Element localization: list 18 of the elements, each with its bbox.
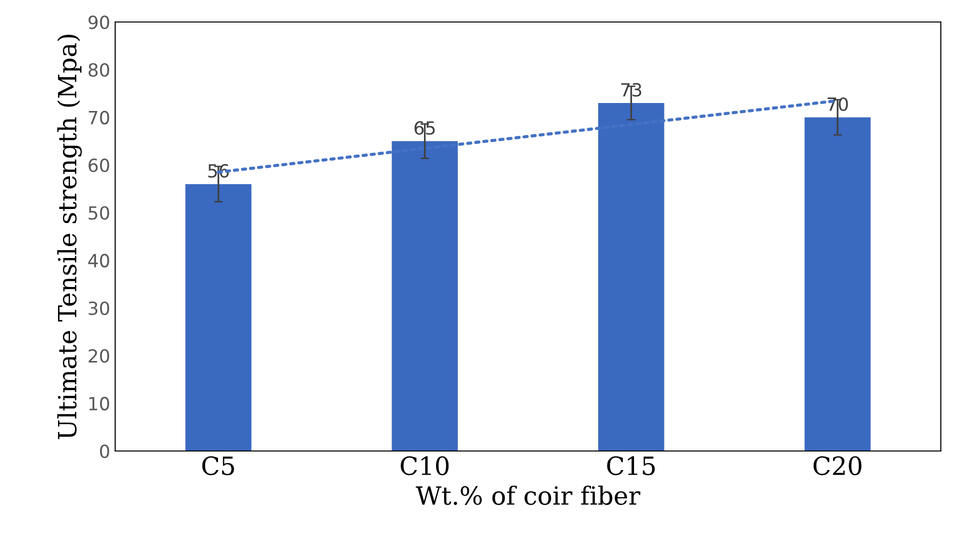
y-tick-label: 20	[88, 349, 110, 363]
y-axis-title: Ultimate Tensile strength (Mpa)	[57, 34, 82, 440]
x-axis-title: Wt.% of coir fiber	[416, 486, 640, 505]
y-tick-label: 0	[100, 444, 110, 458]
x-tick-label: C10	[400, 456, 449, 476]
y-tick-label: 80	[88, 63, 110, 77]
y-tick-label: 30	[88, 301, 110, 316]
y-tick-label: 40	[88, 254, 110, 268]
y-tick-label: 70	[88, 110, 110, 124]
y-tick-label: 10	[89, 396, 110, 410]
y-tick-label: 60	[88, 158, 110, 172]
bar	[804, 117, 871, 451]
x-tick-label: C5	[202, 456, 234, 476]
y-tick-label: 90	[88, 15, 110, 30]
x-tick-label: C15	[607, 456, 655, 476]
bar	[185, 184, 252, 451]
x-tick-label: C20	[814, 456, 862, 476]
y-tick-label: 50	[88, 206, 110, 220]
